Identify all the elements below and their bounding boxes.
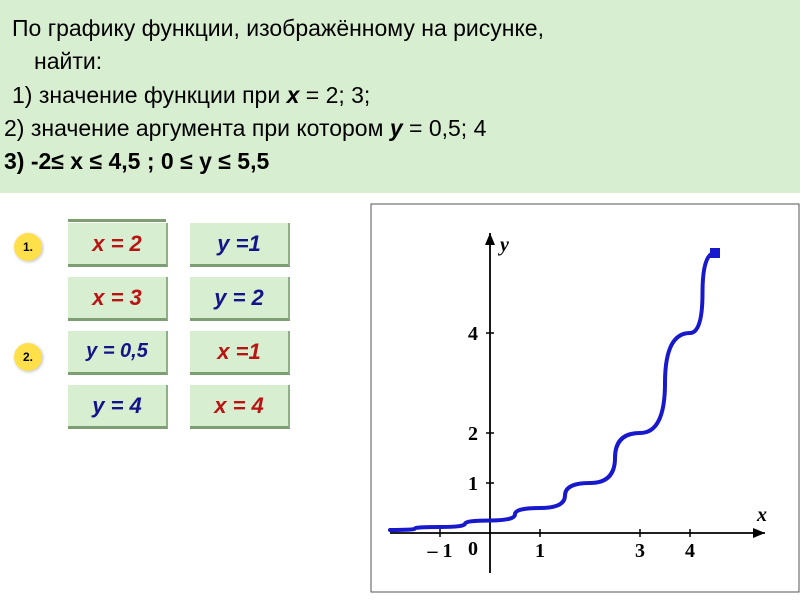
lower-region: 1. 2. x = 2 y =1 x = 3 y = 2 y = 0,5 x =…	[0, 193, 800, 439]
item-3-num: 3)	[4, 148, 24, 174]
chip-x-4: x = 4	[190, 385, 290, 429]
answer-row-4: y = 4 x = 4	[68, 385, 330, 429]
bullet-2: 2.	[14, 343, 42, 371]
problem-statement: По графику функции, изображённому на рис…	[0, 0, 800, 193]
item-1: 1) значение функции при x = 2; 3;	[4, 79, 784, 112]
item-1-var: x	[287, 82, 300, 108]
item-2: 2) значение аргумента при котором y = 0,…	[4, 112, 784, 145]
answers-column: 1. 2. x = 2 y =1 x = 3 y = 2 y = 0,5 x =…	[0, 223, 330, 439]
item-1-pre: 1) значение функции при	[12, 82, 287, 108]
svg-text:4: 4	[685, 540, 695, 562]
function-graph: – 1 1 3 4 1 2 4 0 x y	[370, 203, 800, 593]
item-3-text: -2≤ х ≤ 4,5 ; 0 ≤ у ≤ 5,5	[31, 148, 269, 174]
answer-row-2: x = 3 y = 2	[68, 277, 330, 321]
svg-text:1: 1	[468, 473, 478, 495]
item-2-post: = 0,5; 4	[403, 115, 487, 141]
heading-line-2: найти:	[4, 45, 784, 78]
answer-row-1: x = 2 y =1	[68, 223, 330, 267]
svg-text:3: 3	[635, 540, 645, 562]
chip-y-1: y =1	[190, 223, 290, 267]
chip-y-2: y = 2	[190, 277, 290, 321]
chip-y-4: y = 4	[68, 385, 168, 429]
item-2-var: y	[390, 115, 403, 141]
svg-text:2: 2	[468, 423, 478, 445]
bullet-1: 1.	[14, 233, 42, 261]
svg-text:0: 0	[468, 538, 478, 560]
chart-column: – 11341240xy	[330, 223, 800, 439]
item-3: 3) -2≤ х ≤ 4,5 ; 0 ≤ у ≤ 5,5	[4, 145, 784, 178]
heading-line-1: По графику функции, изображённому на рис…	[4, 12, 784, 45]
item-2-pre: значение аргумента при котором	[31, 115, 390, 141]
svg-text:y: y	[498, 234, 509, 256]
chip-x-1: x =1	[190, 331, 290, 375]
item-2-num: 2)	[4, 115, 24, 141]
svg-text:4: 4	[468, 323, 478, 345]
chip-y-05: y = 0,5	[68, 331, 168, 375]
svg-text:1: 1	[535, 540, 545, 562]
item-1-post: = 2; 3;	[299, 82, 370, 108]
svg-text:x: x	[756, 504, 767, 526]
svg-text:– 1: – 1	[427, 540, 453, 562]
answer-row-3: y = 0,5 x =1	[68, 331, 330, 375]
chip-x-3: x = 3	[68, 277, 168, 321]
chip-x-2: x = 2	[68, 223, 168, 267]
